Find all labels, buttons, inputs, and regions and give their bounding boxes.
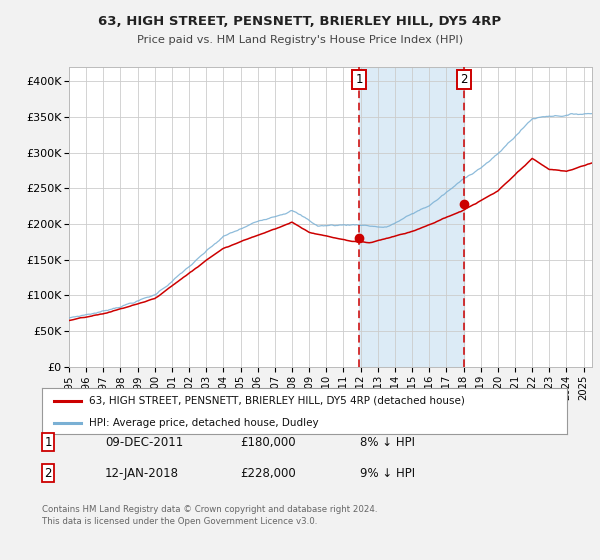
Text: 1: 1 [44, 436, 52, 449]
Text: Contains HM Land Registry data © Crown copyright and database right 2024.
This d: Contains HM Land Registry data © Crown c… [42, 505, 377, 526]
Text: 63, HIGH STREET, PENSNETT, BRIERLEY HILL, DY5 4RP (detached house): 63, HIGH STREET, PENSNETT, BRIERLEY HILL… [89, 396, 465, 406]
Text: HPI: Average price, detached house, Dudley: HPI: Average price, detached house, Dudl… [89, 418, 319, 427]
Text: 12-JAN-2018: 12-JAN-2018 [105, 466, 179, 480]
Text: 1: 1 [355, 73, 363, 86]
Text: 2: 2 [460, 73, 468, 86]
Text: Price paid vs. HM Land Registry's House Price Index (HPI): Price paid vs. HM Land Registry's House … [137, 35, 463, 45]
Text: 9% ↓ HPI: 9% ↓ HPI [360, 466, 415, 480]
Text: £180,000: £180,000 [240, 436, 296, 449]
Text: 2: 2 [44, 466, 52, 480]
Text: 63, HIGH STREET, PENSNETT, BRIERLEY HILL, DY5 4RP: 63, HIGH STREET, PENSNETT, BRIERLEY HILL… [98, 15, 502, 27]
Text: 8% ↓ HPI: 8% ↓ HPI [360, 436, 415, 449]
Bar [359, 67, 464, 367]
Text: £228,000: £228,000 [240, 466, 296, 480]
Text: 09-DEC-2011: 09-DEC-2011 [105, 436, 183, 449]
